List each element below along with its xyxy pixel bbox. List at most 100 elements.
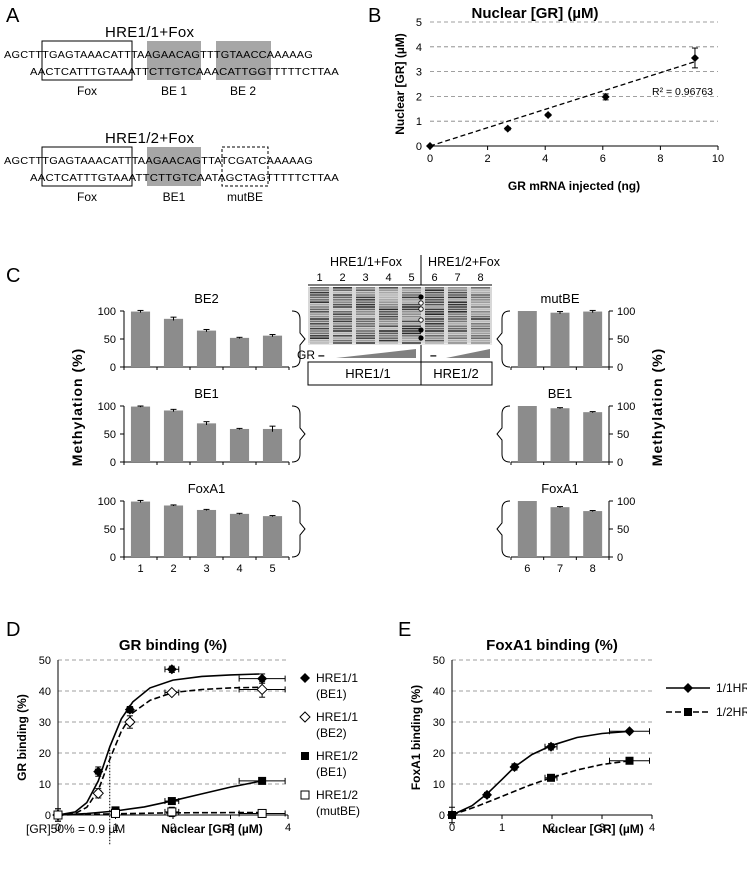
- gel-band: [425, 337, 444, 339]
- gel-band: [402, 313, 421, 315]
- gel-band: [310, 306, 329, 308]
- gel-band: [356, 294, 375, 296]
- gel-band: [425, 335, 444, 337]
- marker-open-diamond: [299, 711, 311, 723]
- gel-band: [471, 311, 490, 313]
- y-tick-label: 50: [39, 655, 51, 667]
- marker-square: [448, 811, 456, 819]
- bar-chart-foxa1-left: 0 50 100 1 2 3 4 5 FoxA1: [98, 481, 290, 575]
- y-tick-label: 3: [416, 67, 422, 79]
- y-tick-label: 0: [110, 552, 116, 564]
- gel-band: [448, 323, 467, 325]
- panel-b-ylabel: Nuclear [GR] (µM): [393, 33, 407, 135]
- gel-band: [310, 320, 329, 323]
- gel-band: [425, 342, 444, 344]
- bar: [262, 428, 283, 462]
- gel-band: [471, 323, 490, 325]
- series-curve: [57, 686, 260, 816]
- panel-e-xlabel: Nuclear [GR] (µM): [542, 822, 644, 836]
- gel-band: [448, 342, 467, 344]
- bar: [583, 412, 603, 462]
- gel-band: [402, 332, 421, 335]
- gel-band: [448, 320, 467, 323]
- gel-band: [310, 311, 329, 313]
- gel-band: [310, 339, 329, 342]
- gel-band: [379, 330, 398, 332]
- y-tick-label: 4: [416, 42, 422, 54]
- gel-band: [310, 332, 329, 335]
- gel-band: [310, 301, 329, 303]
- y-tick-label: 100: [98, 496, 116, 508]
- fit-line: [429, 61, 696, 147]
- gel-band: [425, 339, 444, 342]
- legend-label: HRE1/1: [316, 671, 358, 685]
- lane-number: 8: [477, 272, 483, 284]
- gel-band: [425, 315, 444, 318]
- gel-band: [333, 323, 352, 325]
- gel-band: [356, 318, 375, 320]
- gel-band: [471, 339, 490, 342]
- marker-square: [301, 752, 309, 760]
- y-tick-label: 0: [110, 362, 116, 374]
- y-tick-label: 0: [617, 457, 623, 469]
- bar: [196, 423, 217, 462]
- y-tick-label: 100: [617, 496, 635, 508]
- gel-band: [448, 337, 467, 339]
- gel-band: [379, 313, 398, 315]
- panel-c: C Methylation (%) Methylation (%) HRE1/1…: [6, 255, 665, 575]
- legend-label: (BE1): [316, 765, 347, 779]
- gel-marker: [418, 294, 424, 300]
- category-label: 6: [524, 563, 530, 575]
- gel-band: [333, 318, 352, 320]
- gel-band: [448, 330, 467, 332]
- category-label: 4: [236, 563, 242, 575]
- gel-band: [356, 323, 375, 325]
- panel-e-title: FoxA1 binding (%): [486, 637, 618, 654]
- gel-band: [471, 342, 490, 344]
- y-tick-label: 100: [98, 306, 116, 318]
- gel-band: [310, 342, 329, 344]
- lane-number: 2: [339, 272, 345, 284]
- bar-chart-title: FoxA1: [188, 481, 226, 496]
- data-point: [601, 92, 610, 101]
- bar-chart-be1-right: 0 50 100 BE1: [510, 386, 635, 469]
- gel-band: [448, 291, 467, 294]
- gel-band: [310, 308, 329, 311]
- marker-open-diamond: [124, 716, 136, 728]
- gel-marker: [418, 300, 424, 306]
- data-point: [503, 124, 512, 133]
- gel-header-hre11: HRE1/1+Fox: [330, 255, 403, 269]
- gel-band: [356, 320, 375, 323]
- gel-band: [448, 301, 467, 303]
- x-tick-label: 4: [542, 153, 548, 165]
- x-tick-label: 10: [712, 153, 724, 165]
- gel-band: [379, 327, 398, 330]
- panel-a-letter: A: [6, 5, 20, 27]
- construct-1-title: HRE1/1+Fox: [105, 24, 194, 41]
- bracket-left: [291, 310, 306, 368]
- gel-band: [356, 313, 375, 315]
- gr-gradient-wedge-2: [446, 349, 490, 358]
- gel-band: [402, 339, 421, 342]
- gel-band: [333, 308, 352, 311]
- gel-band: [448, 311, 467, 313]
- y-tick-label: 0: [45, 810, 51, 822]
- gel-band: [471, 335, 490, 337]
- marker-square: [625, 756, 634, 765]
- gel-band: [425, 306, 444, 308]
- y-tick-label: 50: [104, 429, 116, 441]
- gel-band: [310, 291, 329, 294]
- gel-band: [356, 299, 375, 301]
- gel-band: [425, 332, 444, 335]
- marker-diamond: [257, 673, 268, 684]
- gel-band: [379, 308, 398, 311]
- gel-band: [333, 332, 352, 335]
- y-tick-label: 50: [617, 334, 629, 346]
- sequencing-gel: [308, 287, 492, 345]
- gel-band: [310, 315, 329, 318]
- gel-band: [356, 301, 375, 303]
- gel-band: [402, 289, 421, 291]
- lane-number: 4: [385, 272, 391, 284]
- y-tick-label: 0: [617, 362, 623, 374]
